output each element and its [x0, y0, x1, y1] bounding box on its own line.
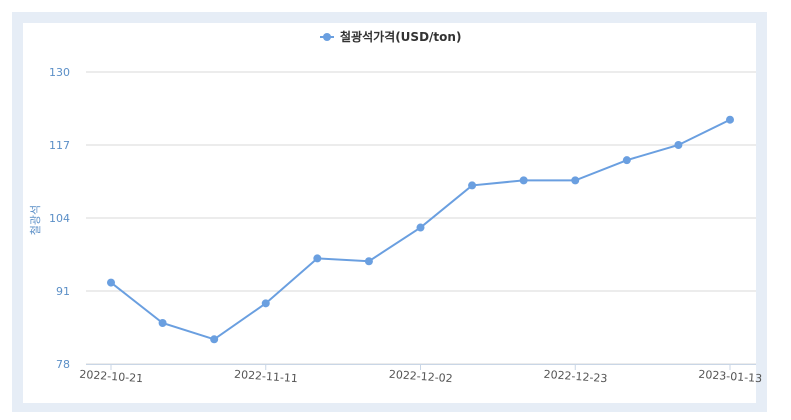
x-axis: 2022-10-21 2022-11-11 2022-12-02 2022-12-23…	[79, 364, 763, 385]
data-point-2022-12-30[interactable]	[622, 156, 631, 165]
data-point-2022-12-16[interactable]	[519, 176, 528, 185]
x-tick-2023-01-13: 2023-01-13	[698, 368, 763, 385]
data-point-2022-12-09[interactable]	[468, 181, 477, 190]
series-layer	[107, 115, 734, 344]
data-point-2022-12-02[interactable]	[416, 223, 425, 232]
y-tick-130: 130	[49, 66, 70, 79]
x-tick-2022-10-21: 2022-10-21	[79, 368, 144, 385]
data-point-2022-12-23[interactable]	[571, 176, 580, 185]
data-point-2022-11-18[interactable]	[313, 254, 322, 263]
data-point-2023-01-06[interactable]	[674, 141, 683, 149]
x-tick-2022-11-11: 2022-11-11	[234, 368, 299, 385]
y-tick-91: 91	[56, 285, 70, 298]
data-point-2022-10-21[interactable]	[107, 278, 115, 287]
y-tick-117: 117	[49, 139, 70, 152]
y-tick-labels: 130 117 104 91 78	[49, 66, 70, 371]
y-axis-label: 철광석	[29, 205, 42, 235]
x-tick-2022-12-02: 2022-12-02	[388, 368, 453, 385]
legend-point-marker	[323, 33, 331, 41]
data-point-2022-11-04[interactable]	[210, 335, 219, 344]
legend: 철광석가격(USD/ton)	[320, 29, 461, 44]
data-point-2022-10-28[interactable]	[158, 319, 167, 328]
data-point-2022-11-25[interactable]	[364, 257, 373, 266]
data-point-2022-11-11[interactable]	[261, 299, 270, 308]
data-point-2023-01-13[interactable]	[726, 115, 734, 124]
y-tick-104: 104	[49, 212, 70, 225]
y-tick-78: 78	[56, 358, 70, 371]
x-tick-2022-12-23: 2022-12-23	[543, 368, 608, 385]
chart-panel	[23, 23, 756, 403]
grid-lines	[86, 71, 756, 365]
legend-label[interactable]: 철광석가격(USD/ton)	[340, 29, 461, 44]
